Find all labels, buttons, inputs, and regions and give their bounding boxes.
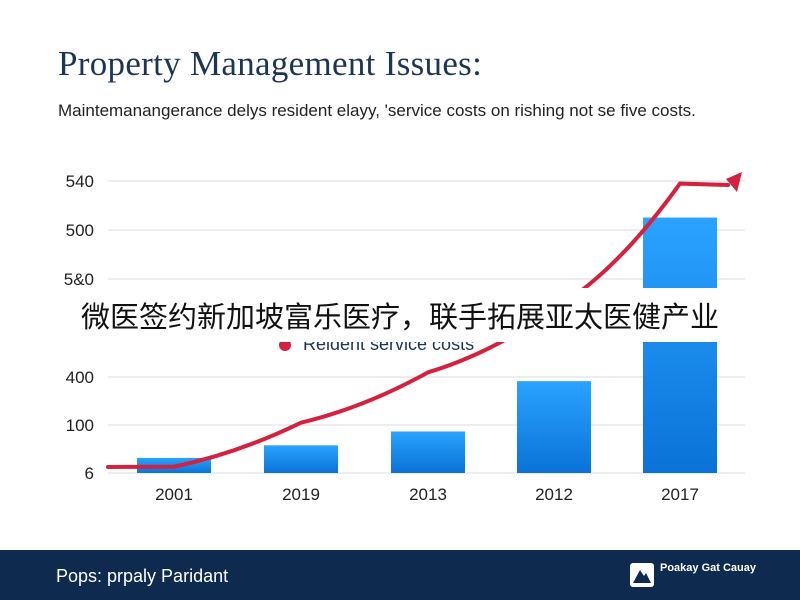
y-tick-label: 100	[66, 416, 94, 435]
overlay-banner: 微医签约新加坡富乐医疗，联手拓展亚太医健产业	[0, 288, 800, 342]
y-tick-label: 400	[66, 368, 94, 387]
bar	[517, 381, 591, 473]
chart-area: 61004005005&050054020012019201320122017R…	[64, 172, 745, 504]
footer-brand: Poakay Gat Cauay	[660, 562, 756, 574]
x-tick-label: 2012	[535, 485, 573, 504]
x-tick-label: 2013	[409, 485, 447, 504]
x-tick-label: 2017	[661, 485, 699, 504]
footer-text: Pops: prpaly Paridant	[56, 566, 229, 586]
chart-title: Property Management Issues:	[58, 44, 483, 83]
bar	[264, 445, 338, 473]
y-tick-label: 540	[66, 172, 94, 191]
arrowhead-icon	[726, 172, 742, 192]
y-tick-label: 5&0	[64, 270, 94, 289]
mountain-logo-icon	[630, 563, 654, 587]
series-line	[106, 181, 730, 469]
y-tick-label: 6	[85, 464, 94, 483]
bar	[391, 431, 465, 473]
footer-bar: Pops: prpaly Paridant Poakay Gat Cauay	[0, 550, 800, 600]
y-tick-label: 500	[66, 221, 94, 240]
legend-marker	[279, 339, 291, 351]
bar	[643, 217, 717, 473]
x-tick-label: 2019	[282, 485, 320, 504]
chart-subtitle: Maintemanangerance delys resident elayy,…	[58, 101, 696, 120]
x-tick-label: 2001	[155, 485, 193, 504]
